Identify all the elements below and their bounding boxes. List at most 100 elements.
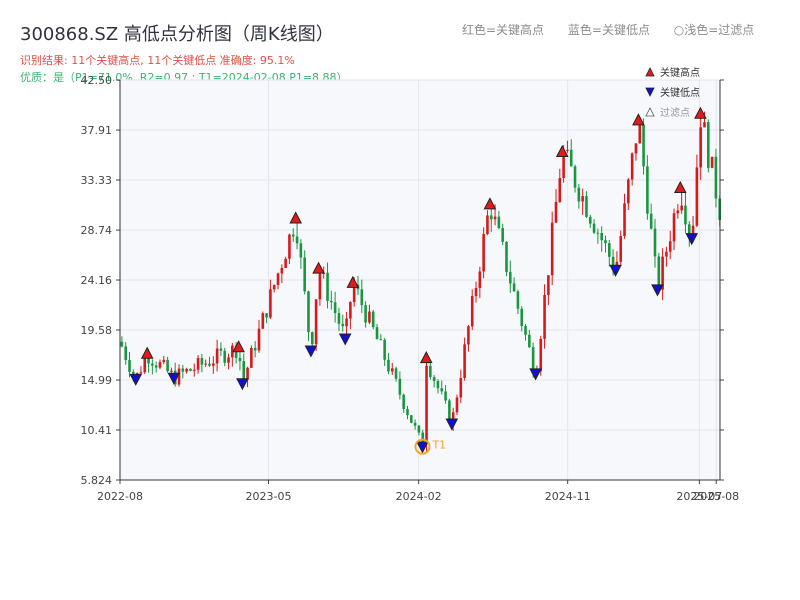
candle-body [512, 283, 516, 292]
candle-body [280, 267, 284, 274]
candle-body [326, 272, 329, 301]
y-tick-label: 19.58 [81, 324, 113, 337]
legend-low-label: 关键低点 [660, 86, 700, 99]
candle-body [608, 243, 611, 257]
candle-body [383, 339, 386, 360]
key-high-marker [673, 180, 687, 193]
candle-body [547, 275, 550, 296]
candle-body [394, 368, 398, 379]
candle-body [166, 359, 169, 372]
candle-body [177, 368, 181, 385]
candle-body [684, 205, 687, 225]
key-low-marker [416, 441, 429, 454]
legend-low-marker [645, 87, 655, 97]
x-tick-label: 2025-08 [693, 490, 739, 503]
candle-body [680, 205, 683, 211]
y-tick-label: 42.50 [81, 74, 113, 87]
top-legend-red: 红色=关键高点 [462, 23, 545, 37]
candle-body [429, 365, 432, 378]
candle-body [227, 357, 230, 363]
candle-body [181, 368, 185, 372]
candle-body [257, 328, 261, 351]
candle-body [699, 127, 702, 168]
candle-body [486, 215, 489, 235]
key-high-marker [694, 106, 707, 119]
t1-circle [414, 438, 431, 455]
candle-body [505, 241, 508, 272]
candle-body [364, 305, 367, 323]
y-tick-label: 37.91 [81, 124, 113, 137]
key-low-marker [609, 264, 622, 277]
key-low-marker [651, 284, 664, 297]
legend-high-label: 关键高点 [660, 66, 700, 79]
candle-body [231, 345, 234, 358]
candle-body [703, 122, 706, 128]
candle-body [307, 291, 310, 333]
candle-body [375, 327, 379, 340]
candle-body [406, 409, 409, 416]
candle-body [421, 432, 425, 444]
x-tick-label: 2023-05 [246, 490, 292, 503]
candle-body [623, 203, 626, 237]
candle-body [139, 372, 143, 374]
candle-body [162, 359, 166, 363]
candle-body [303, 257, 306, 292]
candle-body [436, 381, 440, 389]
candle-body [349, 302, 352, 319]
candle-body [501, 228, 504, 242]
candle-body [387, 359, 390, 372]
candle-body [276, 273, 280, 286]
key-high-marker [632, 113, 645, 126]
key-high-marker [312, 261, 325, 274]
x-tick-label: 2024-02 [396, 490, 442, 503]
candle-body [265, 313, 268, 318]
candle-body [124, 346, 128, 361]
top-legend-light: ○浅色=过滤点 [673, 23, 755, 37]
candle-body [672, 213, 676, 242]
candle-body [143, 357, 147, 373]
candle-body [272, 285, 276, 290]
candle-body [170, 370, 173, 372]
candle-body [158, 362, 162, 368]
key-high-marker [346, 275, 360, 288]
candle-body [550, 222, 554, 276]
candle-body [581, 196, 584, 202]
candle-body [558, 178, 562, 202]
candle-body [489, 215, 493, 220]
candle-body [417, 425, 421, 433]
candle-body [573, 166, 577, 188]
key-low-marker [529, 368, 542, 381]
legend-filtered-label: 过滤点 [660, 106, 690, 119]
key-low-marker [236, 378, 249, 391]
candle-body [196, 358, 200, 370]
candle-body [238, 357, 242, 362]
candle-body [368, 311, 371, 323]
key-high-marker [419, 351, 433, 364]
candle-body [524, 326, 527, 335]
candle-body [508, 271, 512, 284]
key-high-marker [140, 346, 154, 359]
candle-body [200, 358, 204, 365]
legend-high-marker [645, 67, 655, 77]
x-tick-label: 2022-08 [97, 490, 143, 503]
candle-body [600, 233, 603, 241]
candle-body [154, 365, 158, 368]
candles [120, 111, 722, 452]
key-low-marker [129, 373, 143, 386]
key-high-marker [232, 340, 245, 353]
candle-body [246, 367, 249, 380]
candle-body [314, 299, 318, 345]
key-high-marker [555, 144, 569, 157]
candle-body [653, 228, 657, 257]
candle-body [569, 149, 573, 167]
key-low-marker [338, 333, 352, 346]
candle-body [147, 357, 150, 364]
candle-body [478, 271, 482, 289]
markers: T1 [129, 106, 707, 455]
candle-body [284, 258, 287, 268]
candle-body [649, 213, 653, 229]
candle-body [192, 369, 196, 371]
candle-body [451, 412, 455, 424]
candle-body [390, 368, 394, 372]
candle-body [543, 295, 546, 339]
